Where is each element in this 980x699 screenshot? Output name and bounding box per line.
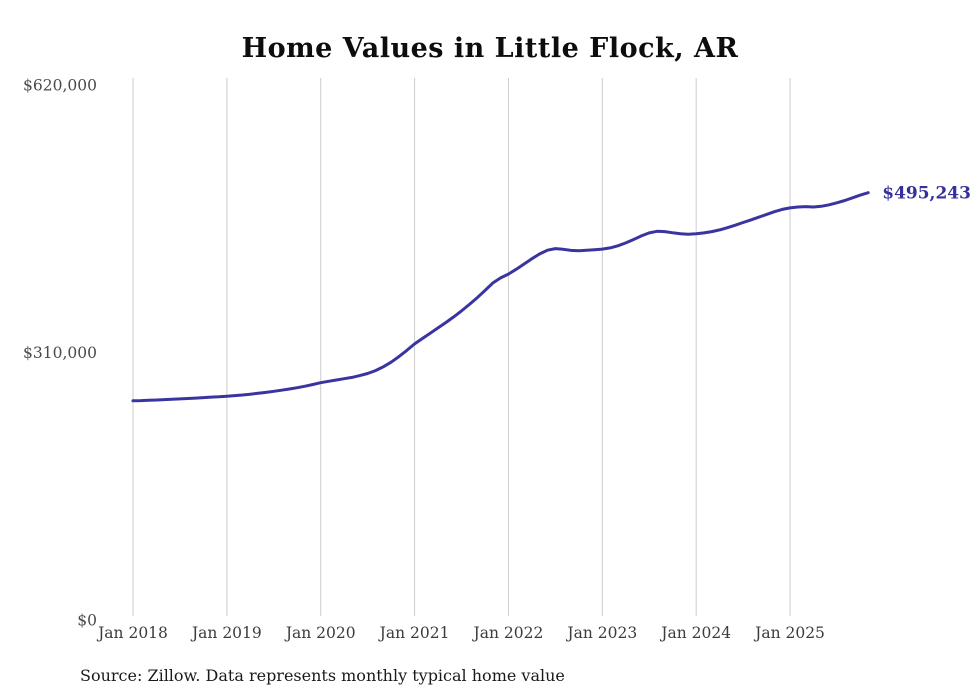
x-tick-label: Jan 2019: [190, 624, 262, 642]
y-tick-label: $0: [77, 612, 97, 630]
x-tick-label: Jan 2018: [96, 624, 168, 642]
chart-title: Home Values in Little Flock, AR: [241, 33, 739, 64]
x-tick-label: Jan 2020: [284, 624, 356, 642]
x-tick-label: Jan 2023: [565, 624, 637, 642]
latest-value-label: $495,243: [882, 184, 971, 204]
x-tick-label: Jan 2025: [753, 624, 825, 642]
y-tick-label: $310,000: [23, 344, 97, 362]
home-value-line: [131, 191, 870, 403]
x-tick-label: Jan 2022: [472, 624, 544, 642]
x-tick-label: Jan 2021: [378, 624, 450, 642]
y-tick-label: $620,000: [23, 77, 97, 95]
x-tick-label: Jan 2024: [659, 624, 731, 642]
source-note: Source: Zillow. Data represents monthly …: [80, 666, 565, 685]
